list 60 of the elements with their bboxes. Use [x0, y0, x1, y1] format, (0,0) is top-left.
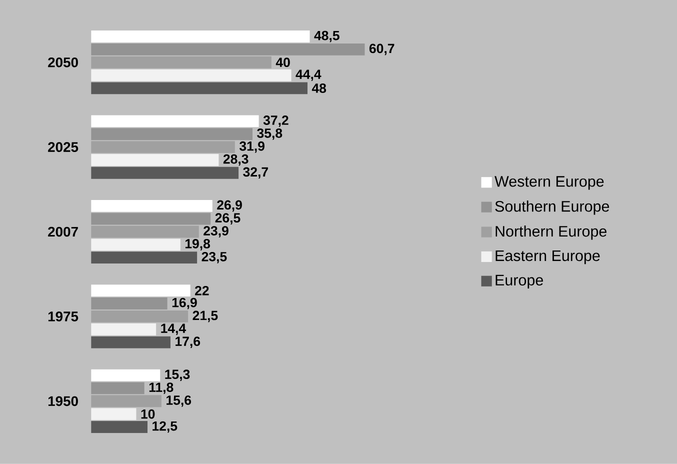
data-label: 37,2: [263, 116, 288, 127]
bar: [91, 56, 272, 68]
data-label: 28,3: [223, 154, 248, 166]
legend-label: Europe: [496, 274, 543, 289]
data-label: 48,5: [314, 30, 340, 42]
legend-label: Southern Europe: [495, 200, 610, 215]
bar: [91, 252, 198, 264]
data-label: 15,6: [166, 396, 192, 407]
data-label: 14,4: [161, 324, 186, 336]
data-label: 44,4: [296, 70, 322, 81]
bar: [91, 298, 168, 310]
bar: [91, 200, 212, 212]
bar: [91, 226, 199, 238]
bar: [91, 408, 136, 420]
y-tick-label: 2007: [48, 226, 78, 237]
bar: [91, 115, 259, 128]
data-label: 31,9: [239, 141, 264, 153]
bar: [91, 44, 365, 56]
bar: [91, 69, 292, 82]
data-label: 40: [276, 58, 290, 68]
legend-label: Eastern Europe: [496, 250, 600, 264]
bar: [91, 336, 170, 348]
data-label: 23,5: [202, 252, 227, 264]
bar: [91, 82, 308, 94]
bar: [91, 212, 211, 225]
bar: [91, 30, 310, 43]
bar: [91, 382, 144, 394]
data-label: 10: [141, 409, 155, 419]
bar: [91, 128, 253, 140]
y-tick-label: 1975: [48, 312, 78, 322]
bar: [91, 310, 188, 322]
data-label: 23,9: [204, 226, 228, 238]
data-label: 15,3: [165, 370, 190, 381]
bar: [91, 166, 239, 179]
bar: [91, 238, 180, 251]
data-label: 11,8: [149, 382, 174, 394]
bar: [91, 395, 162, 408]
data-label: 12,5: [152, 421, 178, 433]
data-label: 17,6: [176, 336, 200, 348]
data-label: 35,8: [257, 128, 282, 140]
bar: [91, 141, 235, 154]
data-label: 48: [312, 84, 326, 93]
legend-label: Western Europe: [494, 176, 604, 190]
data-label: 32,7: [243, 167, 268, 179]
data-label: 22: [195, 286, 209, 296]
data-label: 19,8: [185, 239, 210, 250]
data-label: 26,9: [217, 200, 242, 212]
data-label: 60,7: [369, 44, 394, 56]
y-tick-label: 2050: [48, 57, 78, 68]
bar: [91, 369, 160, 382]
y-tick-label: 2025: [48, 142, 78, 152]
y-tick-label: 1950: [48, 396, 78, 406]
data-label: 21,5: [192, 310, 218, 322]
bar: [91, 154, 219, 166]
data-label: 26,5: [215, 213, 240, 225]
bar: [91, 323, 156, 336]
data-label: 16,9: [172, 298, 197, 310]
legend-label: Northern Europe: [496, 226, 606, 240]
bar: [91, 421, 148, 433]
bar: [91, 284, 190, 297]
